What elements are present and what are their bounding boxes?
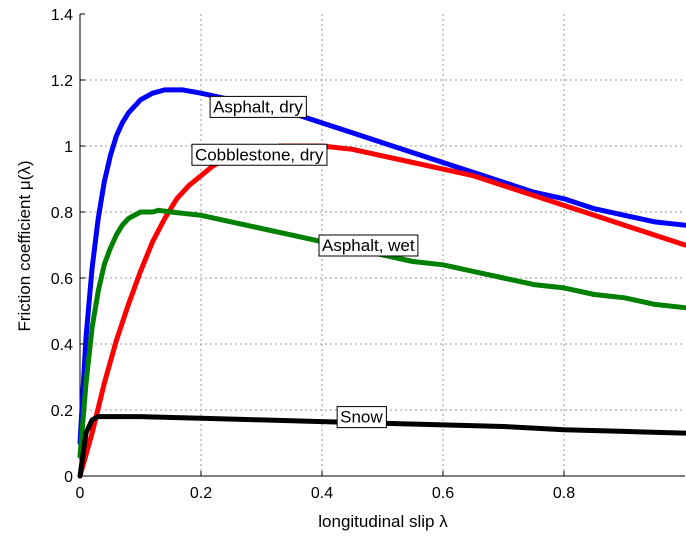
annotation-box	[336, 406, 387, 429]
annotation-text: Asphalt, dry	[213, 97, 303, 116]
x-tick-label: 0.2	[190, 485, 212, 502]
x-tick-label: 0	[76, 485, 85, 502]
annotation: Cobblestone, dry	[191, 143, 328, 166]
annotation: Asphalt, wet	[318, 234, 419, 257]
annotation-box	[191, 143, 328, 166]
annotation-text: Cobblestone, dry	[195, 145, 324, 164]
annotations-group: Asphalt, dry Cobblestone, dry Asphalt, wet…	[191, 95, 419, 429]
series-line-asphalt-wet	[77, 207, 686, 459]
x-tick-label: 0.6	[432, 485, 454, 502]
y-tick-label: 0	[64, 469, 73, 486]
x-tick-label: 0.4	[311, 485, 333, 502]
y-axis-label: Friction coefficient μ(λ)	[15, 160, 34, 331]
y-tick-label: 0.2	[51, 403, 73, 420]
annotation-text: Snow	[340, 408, 383, 427]
x-tick-label: 0.8	[553, 485, 575, 502]
y-tick-label: 1.2	[51, 73, 73, 90]
y-tick-label: 0.8	[51, 205, 73, 222]
axes: 0 0.2 0.4 0.6 0.8 0 0.2 0.4 0.6 0.8 1 1.2 1.4	[51, 7, 685, 502]
annotation-box	[209, 95, 307, 118]
y-tick-label: 0.6	[51, 271, 73, 288]
annotation: Snow	[336, 406, 387, 429]
y-tick-label: 0.4	[51, 337, 73, 354]
annotation: Asphalt, dry	[209, 95, 307, 118]
annotation-text: Asphalt, wet	[322, 236, 415, 255]
series-line-snow	[77, 414, 686, 479]
y-tick-label: 1	[64, 139, 73, 156]
y-tick-label: 1.4	[51, 7, 73, 24]
annotation-box	[318, 234, 419, 257]
x-axis-label: longitudinal slip λ	[318, 512, 448, 531]
